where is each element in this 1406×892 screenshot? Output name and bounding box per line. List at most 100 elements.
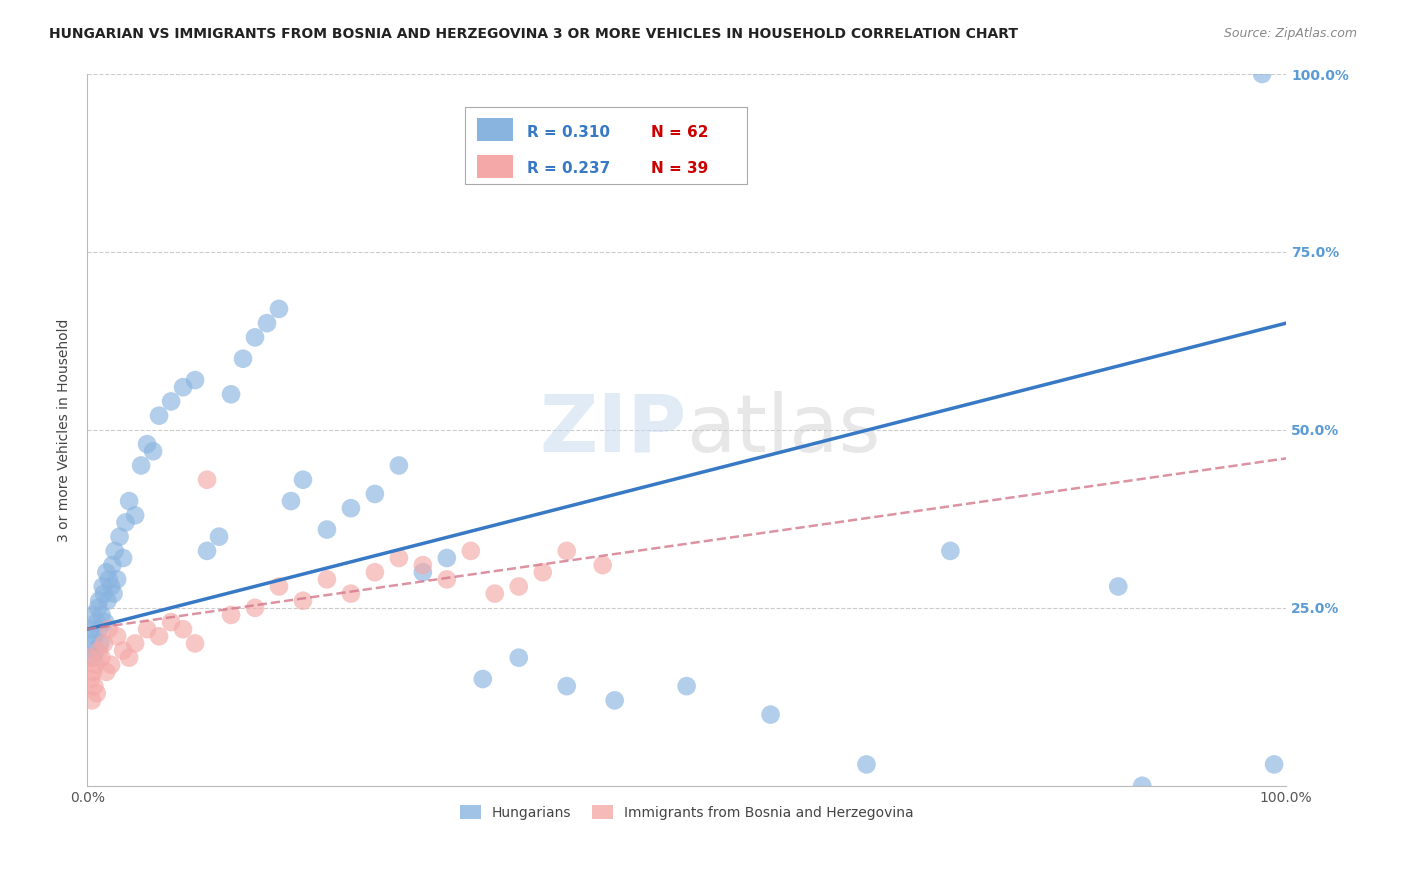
Point (89, 636, 111, 650)
Point (855, 757, 877, 772)
Point (90, 650, 112, 665)
Point (112, 551, 135, 566)
Point (82, 665, 104, 679)
Point (93, 586, 115, 600)
Point (118, 494, 141, 508)
Point (80, 622, 103, 636)
Point (136, 622, 159, 636)
Point (388, 551, 411, 566)
Point (84, 657, 107, 672)
Point (412, 558, 434, 573)
Point (1130, 779, 1153, 793)
Text: N = 39: N = 39 (651, 161, 707, 177)
Point (103, 586, 125, 600)
Point (112, 643, 135, 657)
Point (108, 530, 131, 544)
Point (471, 672, 494, 686)
Point (531, 566, 554, 580)
Point (94, 615, 117, 629)
Point (412, 566, 434, 580)
Point (118, 650, 141, 665)
Point (184, 373, 207, 387)
Point (86, 615, 108, 629)
Point (592, 558, 614, 573)
Point (101, 558, 124, 573)
Text: R = 0.310: R = 0.310 (527, 125, 610, 139)
Point (142, 444, 165, 458)
Point (184, 636, 207, 650)
Point (93, 636, 115, 650)
Point (172, 380, 194, 394)
Point (160, 394, 183, 409)
Point (80, 693, 103, 707)
Point (256, 316, 278, 330)
Point (508, 650, 530, 665)
Point (96, 566, 118, 580)
Point (603, 693, 626, 707)
FancyBboxPatch shape (477, 118, 513, 141)
Point (219, 387, 242, 401)
Point (759, 707, 782, 722)
Text: Source: ZipAtlas.com: Source: ZipAtlas.com (1223, 27, 1357, 40)
Y-axis label: 3 or more Vehicles in Household: 3 or more Vehicles in Household (58, 318, 72, 541)
Point (79, 650, 101, 665)
Point (124, 508, 146, 523)
Point (136, 437, 159, 451)
Point (148, 409, 170, 423)
Point (555, 544, 578, 558)
Point (148, 629, 170, 643)
Point (91, 579, 114, 593)
Point (232, 351, 254, 366)
Point (316, 523, 339, 537)
Point (460, 544, 482, 558)
Point (939, 544, 962, 558)
Point (172, 622, 194, 636)
Point (87, 600, 110, 615)
Point (82, 650, 104, 665)
Point (114, 516, 136, 530)
Point (84, 643, 107, 657)
Point (104, 544, 127, 558)
Point (195, 544, 218, 558)
Point (243, 330, 266, 344)
Point (105, 573, 128, 587)
Point (316, 573, 339, 587)
Text: HUNGARIAN VS IMMIGRANTS FROM BOSNIA AND HERZEGOVINA 3 OR MORE VEHICLES IN HOUSEH: HUNGARIAN VS IMMIGRANTS FROM BOSNIA AND … (49, 27, 1018, 41)
Point (291, 473, 314, 487)
Point (208, 530, 231, 544)
Text: ZIP: ZIP (540, 391, 686, 469)
FancyBboxPatch shape (477, 154, 513, 178)
Point (80, 672, 103, 686)
Point (555, 679, 578, 693)
Point (89, 593, 111, 607)
Point (124, 636, 146, 650)
Point (97, 573, 120, 587)
Point (388, 458, 411, 473)
Point (97, 622, 120, 636)
Point (364, 487, 387, 501)
Point (82, 607, 104, 622)
Point (484, 586, 506, 600)
Point (129, 458, 152, 473)
Point (340, 586, 363, 600)
Point (105, 629, 128, 643)
Point (83, 679, 105, 693)
Point (96, 665, 118, 679)
Point (90, 607, 112, 622)
Point (195, 473, 218, 487)
Text: atlas: atlas (686, 391, 882, 469)
Point (508, 579, 530, 593)
Text: R = 0.237: R = 0.237 (527, 161, 610, 177)
Point (243, 600, 266, 615)
Point (96, 593, 118, 607)
Point (291, 593, 314, 607)
Point (1251, 67, 1274, 81)
Point (89, 643, 111, 657)
Point (83, 629, 105, 643)
Point (100, 579, 122, 593)
Point (267, 579, 290, 593)
Text: N = 62: N = 62 (651, 125, 709, 139)
Point (219, 607, 242, 622)
Point (1263, 757, 1285, 772)
Point (1107, 579, 1129, 593)
